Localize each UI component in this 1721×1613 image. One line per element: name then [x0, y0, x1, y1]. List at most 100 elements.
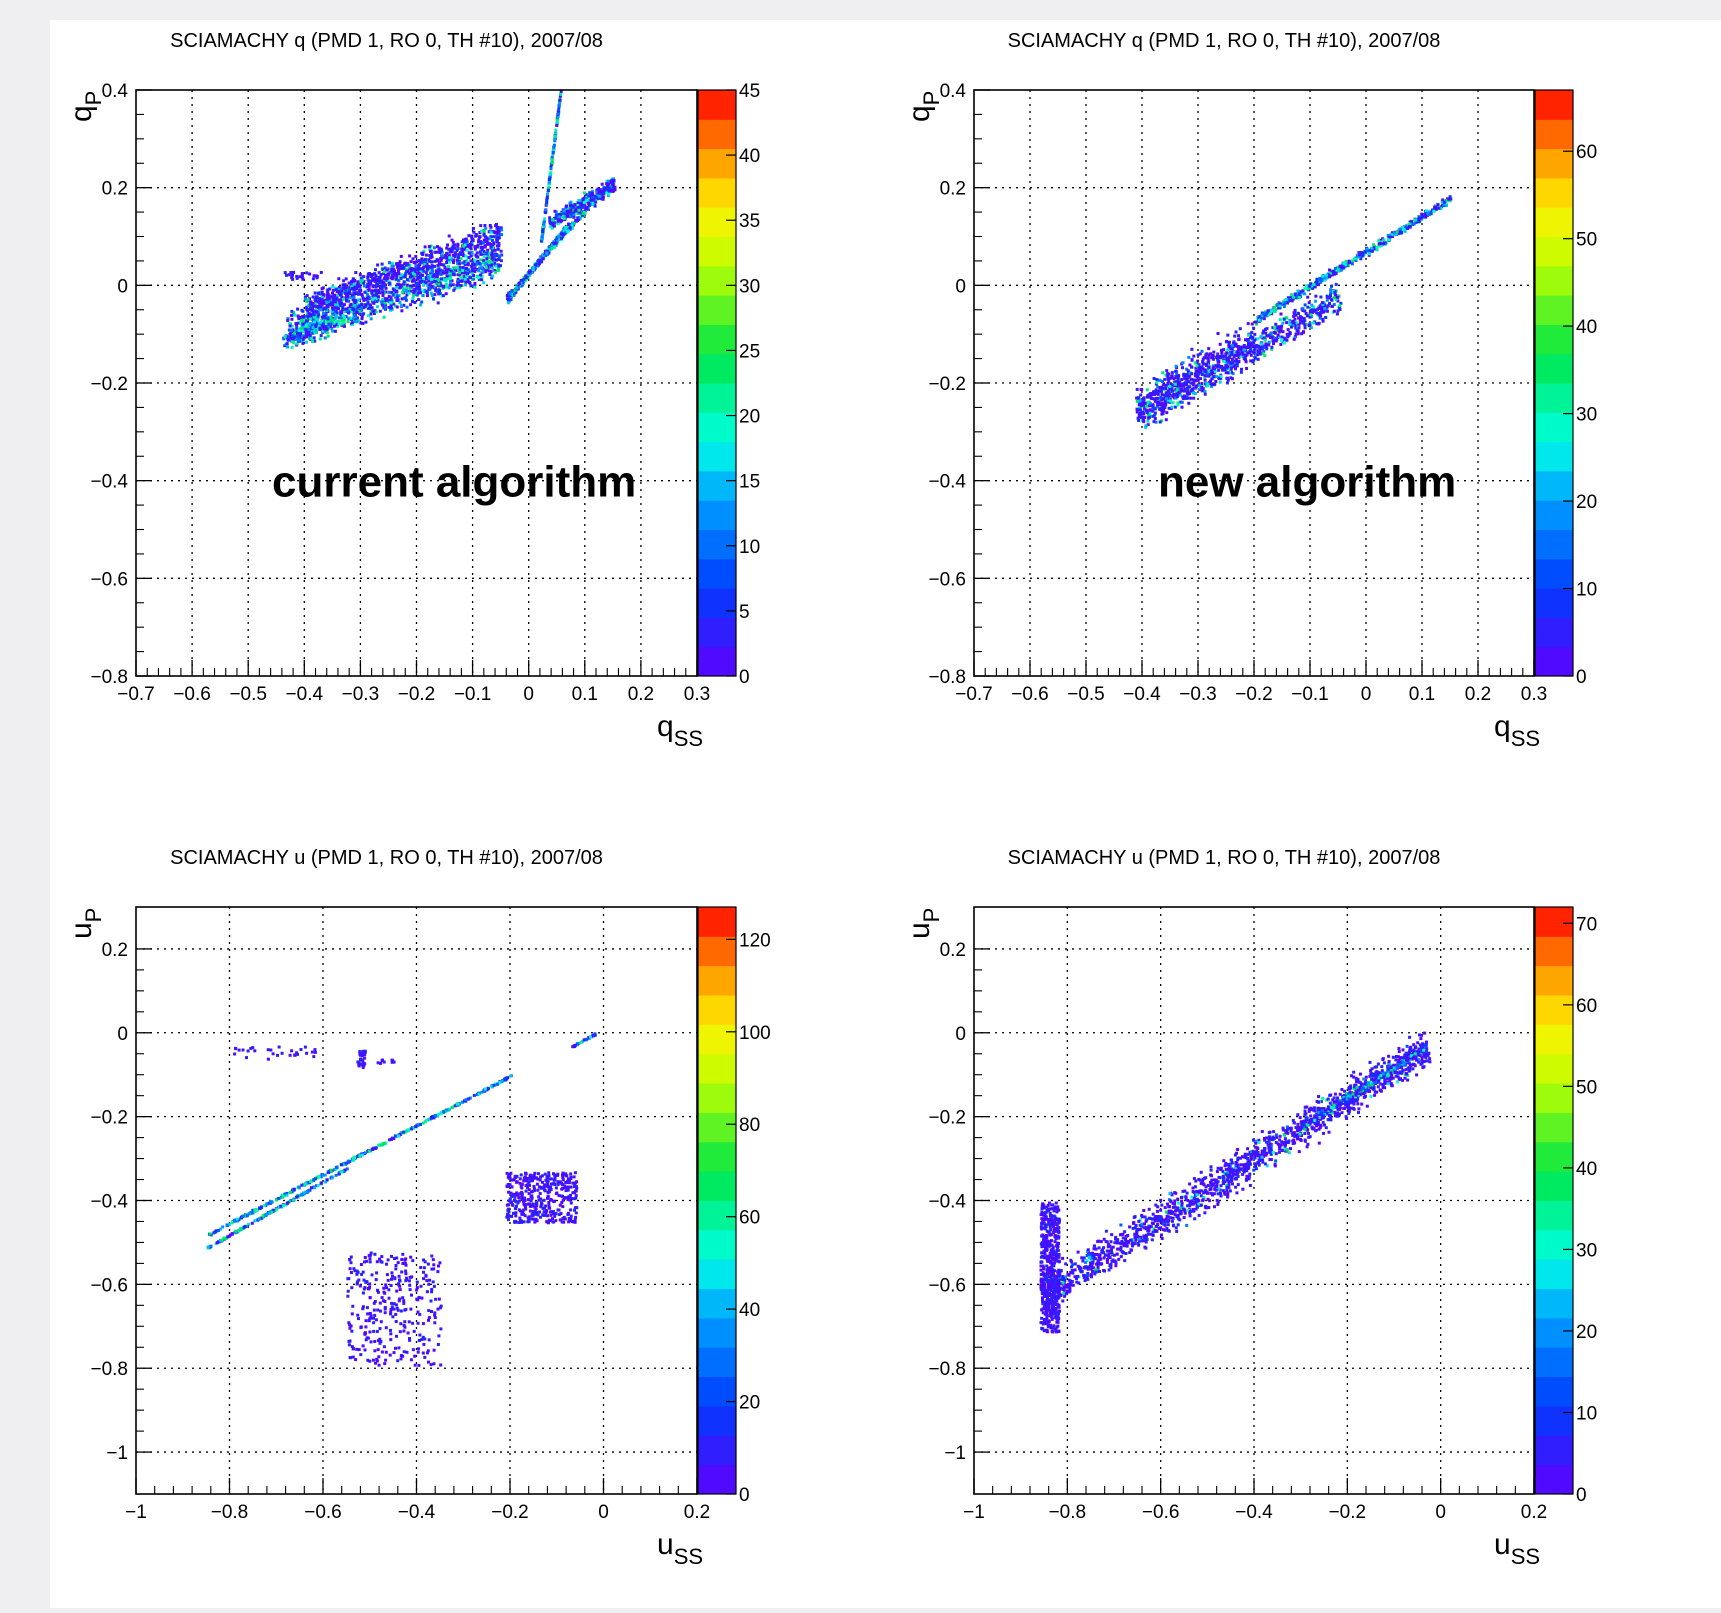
histogram-cell: [461, 280, 464, 283]
histogram-cell: [308, 273, 311, 276]
histogram-cell: [407, 1128, 410, 1131]
histogram-cell: [500, 233, 503, 236]
histogram-cell: [1151, 393, 1154, 396]
histogram-cell: [497, 269, 500, 272]
histogram-cell: [413, 301, 416, 304]
histogram-cell: [291, 274, 294, 277]
histogram-cell: [473, 282, 476, 285]
histogram-cell: [1167, 378, 1170, 381]
histogram-cell: [379, 310, 382, 313]
histogram-cell: [1224, 353, 1227, 356]
histogram-cell: [1168, 385, 1171, 388]
histogram-cell: [209, 1232, 212, 1235]
histogram-cell: [448, 286, 451, 289]
histogram-cells: [1135, 195, 1452, 429]
histogram-cell: [420, 301, 423, 304]
histogram-cell: [482, 281, 485, 284]
histogram-cell: [259, 1207, 262, 1210]
histogram-cell: [1279, 318, 1282, 321]
histogram-cell: [551, 162, 554, 165]
histogram-cell: [601, 183, 604, 186]
histogram-cell: [342, 279, 345, 282]
colorbar-band: [1535, 266, 1573, 296]
histogram-cell: [314, 1177, 317, 1180]
histogram-cell: [1192, 355, 1195, 358]
histogram-cell: [1177, 404, 1180, 407]
histogram-cell: [458, 271, 461, 274]
histogram-cell: [430, 278, 433, 281]
histogram-cell: [1240, 371, 1243, 374]
histogram-cell: [559, 99, 562, 102]
colorbar-band: [1535, 383, 1573, 413]
histogram-cell: [1247, 322, 1250, 325]
histogram-cell: [1287, 328, 1290, 331]
histogram-cell: [297, 317, 300, 320]
histogram-cell: [322, 324, 325, 327]
histogram-cell: [1371, 250, 1374, 253]
histogram-cell: [284, 335, 287, 338]
histogram-cell: [427, 280, 430, 283]
histogram-cell: [1406, 227, 1409, 230]
histogram-cell: [429, 250, 432, 253]
histogram-cell: [343, 319, 346, 322]
histogram-cell: [337, 277, 340, 280]
histogram-cell: [328, 288, 331, 291]
histogram-cell: [424, 258, 427, 261]
histogram-cell: [484, 1088, 487, 1091]
histogram-cell: [1233, 335, 1236, 338]
histogram-cell: [326, 331, 329, 334]
histogram-cell: [313, 313, 316, 316]
histogram-cell: [357, 306, 360, 309]
histogram-cell: [547, 189, 550, 192]
x-tick-label: 0: [1361, 684, 1372, 705]
histogram-cell: [312, 302, 315, 305]
histogram-cell: [332, 289, 335, 292]
histogram-cell: [1252, 351, 1255, 354]
histogram-cell: [452, 289, 455, 292]
histogram-cell: [551, 218, 554, 221]
histogram-cell: [368, 307, 371, 310]
histogram-cell: [1430, 212, 1433, 215]
histogram-cell: [376, 264, 379, 267]
histogram-cell: [319, 338, 322, 341]
histogram-cell: [1303, 287, 1306, 290]
histogram-cell: [286, 342, 289, 345]
histogram-cell: [427, 276, 430, 279]
histogram-cell: [425, 254, 428, 257]
histogram-cell: [1256, 353, 1259, 356]
y-axis-label-sub: P: [81, 91, 106, 106]
histogram-cell: [1198, 367, 1201, 370]
x-axis-label-sub: SS: [1511, 726, 1540, 751]
histogram-cell: [233, 1219, 236, 1222]
histogram-cell: [300, 1184, 303, 1187]
histogram-cell: [1240, 368, 1243, 371]
colorbar-band: [698, 90, 736, 120]
histogram-cell: [426, 290, 429, 293]
histogram-cell: [1140, 388, 1143, 391]
histogram-cell: [1306, 306, 1309, 309]
histogram-cell: [347, 288, 350, 291]
histogram-cell: [464, 283, 467, 286]
colorbar-tick-label: 15: [739, 472, 760, 493]
histogram-cell: [1174, 370, 1177, 373]
colorbar-tick-label: 30: [739, 276, 760, 297]
histogram-cell: [451, 247, 454, 250]
histogram-cell: [414, 288, 417, 291]
histogram-cell: [378, 276, 381, 279]
histogram-cell: [1308, 301, 1311, 304]
histogram-cell: [553, 137, 556, 140]
colorbar-tick-label: 0: [739, 667, 750, 688]
histogram-cell: [1303, 317, 1306, 320]
histogram-cell: [1237, 334, 1240, 337]
histogram-cell: [1399, 228, 1402, 231]
histogram-cell: [1158, 386, 1161, 389]
histogram-cell: [1270, 346, 1273, 349]
histogram-cell: [478, 236, 481, 239]
histogram-cell: [1180, 378, 1183, 381]
histogram-cell: [1331, 305, 1334, 308]
histogram-cell: [401, 273, 404, 276]
histogram-cell: [375, 300, 378, 303]
colorbar-band: [1535, 324, 1573, 354]
histogram-cell: [436, 264, 439, 267]
histogram-cell: [1136, 408, 1139, 411]
